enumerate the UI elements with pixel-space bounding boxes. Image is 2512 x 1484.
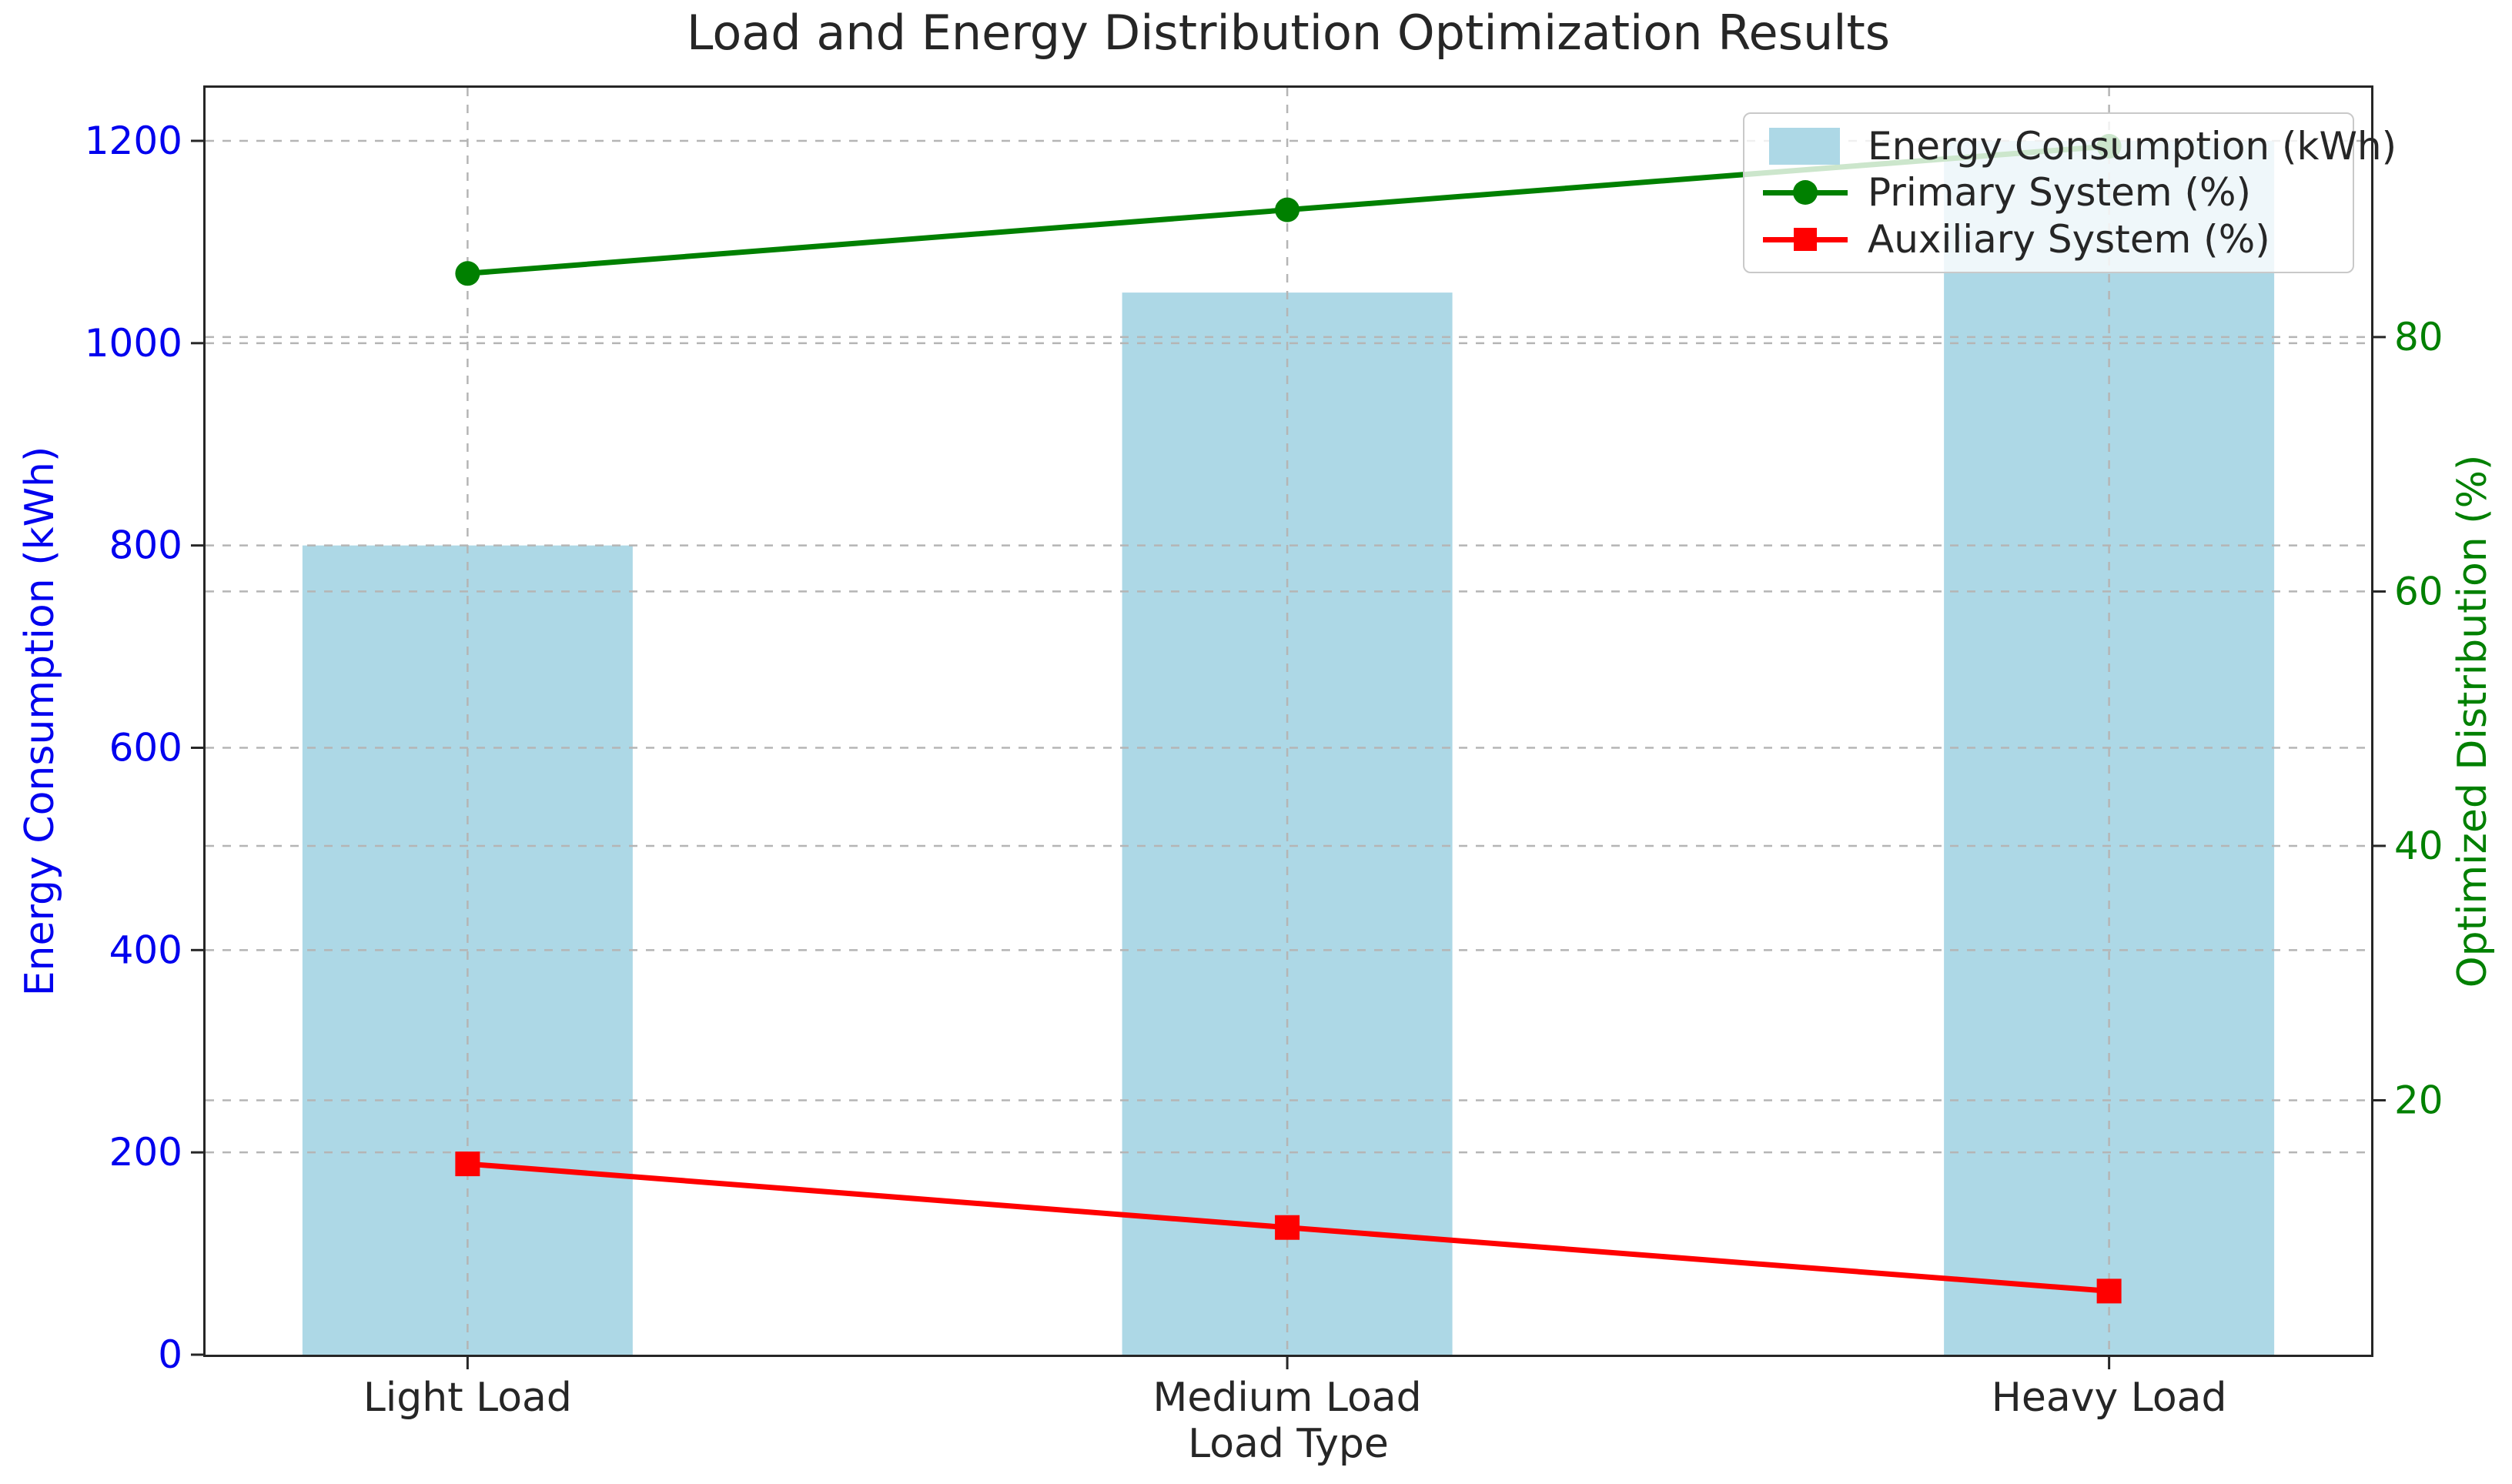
- x-axis-tick-label: Medium Load: [1152, 1375, 1421, 1421]
- legend-line-icon: [1763, 218, 1848, 261]
- legend-patch-icon: [1763, 125, 1848, 168]
- legend-label: Energy Consumption (kWh): [1868, 124, 2397, 169]
- y-axis-tick-label-right: 60: [2394, 569, 2443, 613]
- plot-area: 0 200 400 600 800 1000 1200 20 40 60 80 Light Load M…: [85, 88, 2443, 1421]
- y-axis-tick-label-left: 600: [109, 725, 182, 770]
- legend-item: Primary System (%): [1763, 170, 2334, 215]
- legend-label: Primary System (%): [1868, 170, 2251, 216]
- right-y-axis-label: Optimized Distribution (%): [2450, 454, 2496, 988]
- y-axis-tick-label-left: 200: [109, 1130, 182, 1175]
- x-axis-label: Load Type: [1188, 1421, 1389, 1467]
- left-y-axis-label: Energy Consumption (kWh): [17, 446, 63, 997]
- y-axis-tick-label-right: 20: [2394, 1078, 2443, 1122]
- y-axis-tick-label-left: 1200: [85, 119, 182, 163]
- y-axis-tick-label-right: 80: [2394, 315, 2443, 359]
- square-marker-icon: [1794, 227, 1817, 251]
- data-point-circle: [455, 261, 480, 286]
- y-axis-tick-label-left: 0: [158, 1332, 182, 1377]
- data-point-square: [455, 1151, 480, 1177]
- y-axis-tick-label-left: 1000: [85, 321, 182, 366]
- circle-marker-icon: [1793, 180, 1818, 206]
- bar-swatch: [1769, 128, 1840, 165]
- data-point-square: [1275, 1215, 1300, 1240]
- data-point-square: [2096, 1278, 2122, 1304]
- legend-item: Energy Consumption (kWh): [1763, 124, 2397, 169]
- legend-label: Auxiliary System (%): [1868, 216, 2270, 262]
- legend-item: Auxiliary System (%): [1763, 217, 2334, 262]
- x-axis-tick-label: Light Load: [363, 1375, 572, 1421]
- legend-line-icon: [1763, 171, 1848, 214]
- data-point-circle: [1275, 197, 1300, 222]
- chart-title: Load and Energy Distribution Optimizatio…: [686, 5, 1891, 61]
- x-axis-tick-label: Heavy Load: [1992, 1375, 2227, 1421]
- y-axis-tick-label-right: 40: [2394, 824, 2443, 868]
- legend: Energy Consumption (kWh) Primary System (…: [1743, 112, 2397, 273]
- y-axis-tick-label-left: 800: [109, 523, 182, 568]
- y-axis-tick-label-left: 400: [109, 928, 182, 972]
